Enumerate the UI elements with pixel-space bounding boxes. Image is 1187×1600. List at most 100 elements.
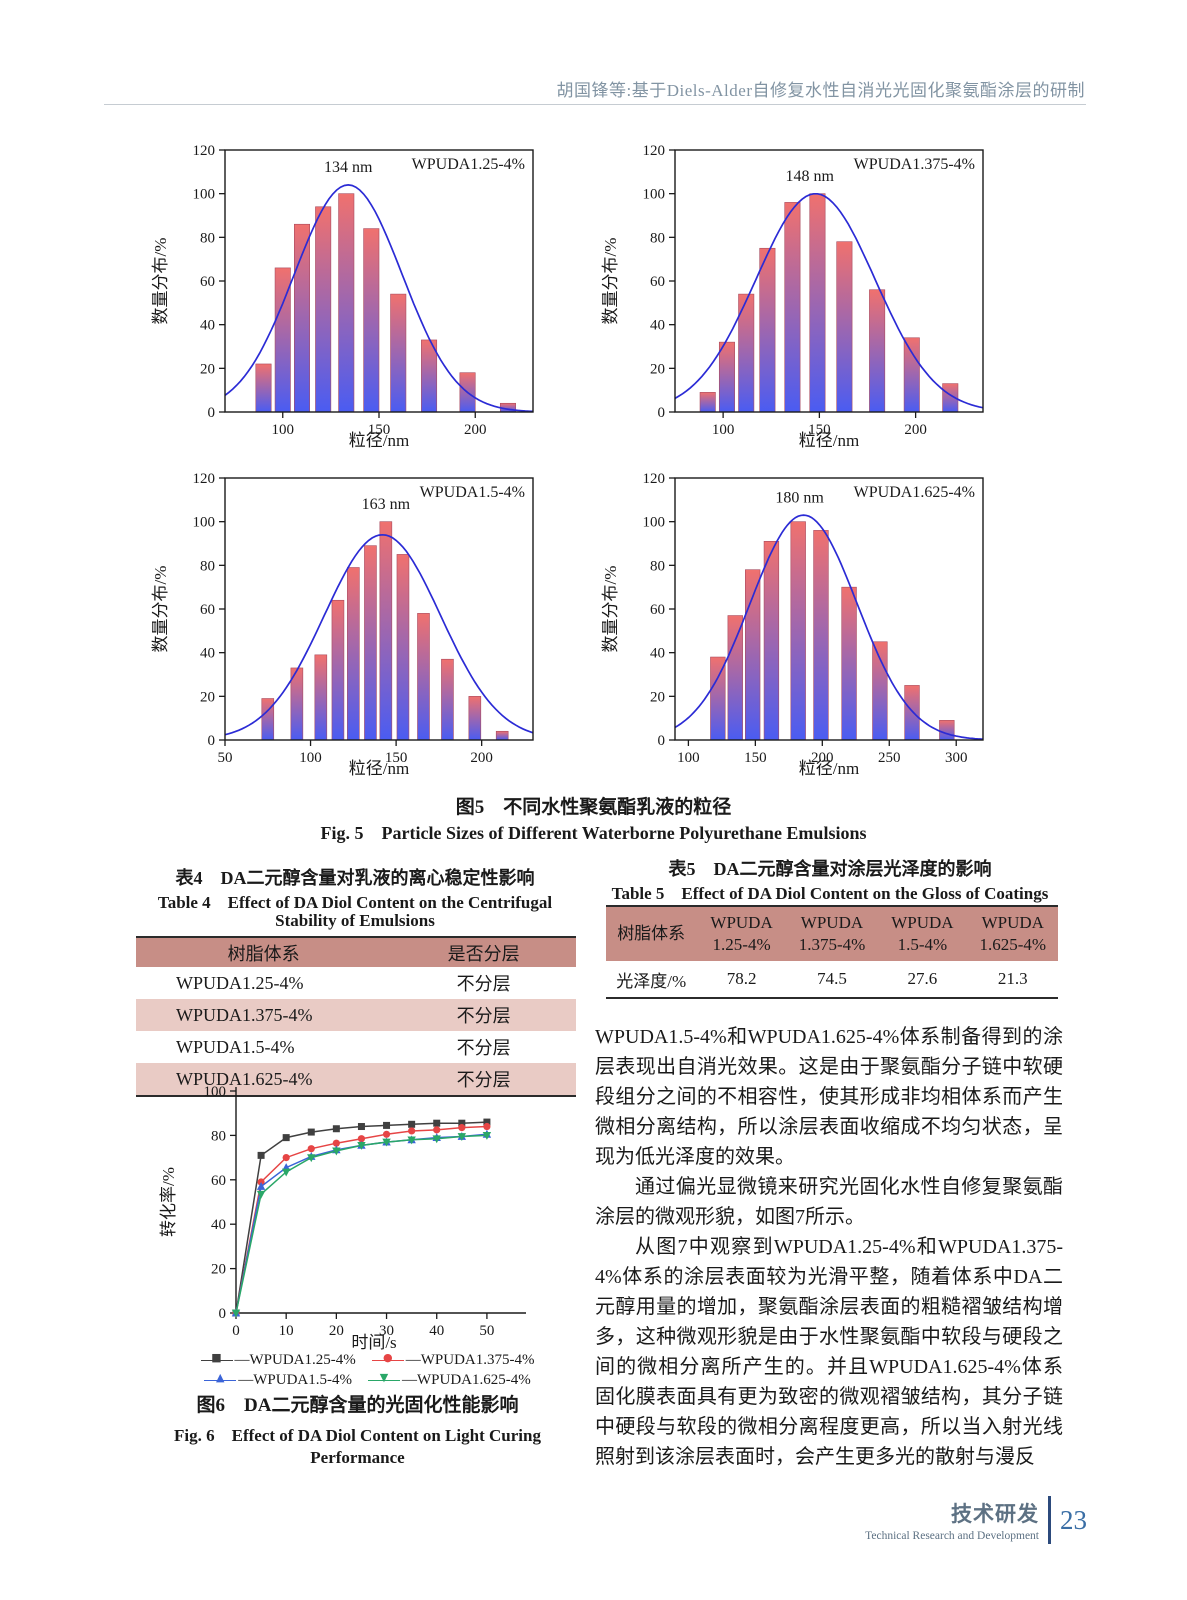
series-annotation: WPUDA1.625-4% [854, 484, 975, 501]
svg-text:50: 50 [218, 750, 233, 766]
svg-text:80: 80 [200, 230, 215, 246]
table5-header-cell: WPUDA 1.5-4% [891, 912, 954, 954]
legend-marker-glyph: ■ [211, 1351, 222, 1364]
svg-text:100: 100 [204, 1084, 227, 1100]
svg-text:120: 120 [193, 471, 216, 487]
table4-header-row: 树脂体系 是否分层 [136, 937, 576, 967]
figure5-chart-grid: 0 20 40 60 80 100 120 100 150 200 WPUDA1.25-4% 134 … [140, 128, 1040, 781]
series-WPUDA1.625-4% [231, 1132, 492, 1318]
table4-cell: 不分层 [456, 1006, 511, 1026]
svg-text:200: 200 [464, 422, 487, 438]
gaussian-curve [675, 192, 983, 409]
svg-text:0: 0 [208, 733, 216, 749]
svg-text:100: 100 [193, 515, 216, 531]
table4-row: WPUDA1.625-4% 不分层 [136, 1063, 576, 1096]
legend-entry: ● —WPUDA1.375-4% [371, 1351, 535, 1369]
bars-group [699, 193, 959, 413]
x-axis-label: 粒径/nm [349, 431, 409, 450]
fig6-legend: ■ —WPUDA1.25-4% ● —WPUDA1.375-4% ▲ —WPUDA1.5-… [140, 1352, 595, 1389]
svg-text:60: 60 [200, 602, 215, 618]
axes-ticks: 0 20 40 60 80 100 120 100 150 200 [193, 143, 487, 438]
legend-marker-glyph: ▲ [216, 1371, 225, 1384]
table5-cell: 74.5 [817, 969, 847, 988]
bars-group [255, 193, 516, 413]
svg-text:40: 40 [211, 1217, 226, 1233]
svg-text:100: 100 [272, 422, 295, 438]
svg-text:80: 80 [211, 1128, 226, 1144]
page-footer: 技术研发 Technical Research and Development … [865, 1496, 1087, 1544]
svg-text:150: 150 [368, 422, 391, 438]
svg-text:100: 100 [712, 422, 735, 438]
svg-text:200: 200 [904, 422, 927, 438]
axes-ticks: 0 20 40 60 80 100 120 100 150 200 250 300 [643, 471, 968, 766]
running-head: 胡国锋等:基于Diels-Alder自修复水性自消光光固化聚氨酯涂层的研制 [556, 81, 1085, 100]
body-paragraph-1: WPUDA1.5-4%和WPUDA1.625-4%体系制备得到的涂层表现出自消光… [595, 1026, 1063, 1168]
table4-title-cn: 表4 DA二元醇含量对乳液的离心稳定性影响 [175, 868, 535, 888]
svg-text:200: 200 [470, 750, 493, 766]
bars-group [710, 521, 955, 741]
y-axis-label: 转化率/% [159, 1167, 178, 1237]
table5-header-cell: WPUDA 1.375-4% [798, 912, 866, 954]
body-paragraph-2: 通过偏光显微镜来研究光固化水性自修复聚氨酯涂层的微观形貌，如图7所示。 [595, 1176, 1063, 1228]
svg-text:0: 0 [219, 1306, 227, 1322]
svg-text:100: 100 [643, 515, 666, 531]
svg-text:0: 0 [658, 405, 666, 421]
table5-cell: 27.6 [907, 969, 938, 988]
x-axis-label: 粒径/nm [349, 759, 409, 778]
svg-text:80: 80 [200, 558, 215, 574]
svg-text:40: 40 [650, 646, 665, 662]
table4-header-cell: 是否分层 [447, 943, 520, 964]
table4-cell: 不分层 [456, 1038, 511, 1058]
table4-cell: WPUDA1.25-4% [176, 972, 304, 993]
axes-ticks: 0 20 40 60 80 100 120 100 150 200 [643, 143, 927, 438]
svg-text:50: 50 [479, 1323, 494, 1339]
gaussian-curve [225, 184, 533, 412]
footer-page-number: 23 [1060, 1504, 1087, 1535]
y-axis-label: 数量分布/% [601, 238, 620, 325]
table5-data-row: 光泽度/% 78.2 74.5 27.6 21.3 [606, 961, 1058, 998]
y-axis-label: 数量分布/% [601, 566, 620, 653]
svg-text:60: 60 [650, 602, 665, 618]
axes-ticks: 0 20 40 60 80 100 120 50 100 150 200 [193, 471, 493, 766]
table4-header-cell: 树脂体系 [227, 943, 300, 964]
fig5-caption-en: Fig. 5 Particle Sizes of Different Water… [320, 823, 867, 843]
svg-text:0: 0 [232, 1323, 240, 1339]
series-WPUDA1.5-4% [231, 1129, 492, 1317]
fig5-chart-wpuda1-5: 0 20 40 60 80 100 120 50 100 150 200 WPUDA1.5-4% 163… [151, 471, 534, 778]
legend-entry: ▼ —WPUDA1.625-4% [368, 1372, 531, 1389]
legend-row: ▲ —WPUDA1.5-4% ▼ —WPUDA1.625-4% [204, 1372, 531, 1389]
svg-text:0: 0 [658, 733, 666, 749]
peak-size-label: 180 nm [775, 489, 824, 506]
body-paragraph-3: 从图7中观察到WPUDA1.25-4%和WPUDA1.375-4%体系的涂层表面… [595, 1236, 1063, 1468]
x-axis-label: 时间/s [351, 1333, 396, 1351]
table5-header-cell: 树脂体系 [617, 923, 686, 943]
table4-cell: 不分层 [456, 1070, 511, 1090]
svg-text:60: 60 [200, 274, 215, 290]
series-annotation: WPUDA1.25-4% [412, 156, 525, 173]
table5-cell: 21.3 [997, 969, 1028, 988]
table4-title-en-2: Stability of Emulsions [275, 911, 435, 930]
legend-marker-glyph: ● [382, 1351, 393, 1364]
table5-header-row: 树脂体系 WPUDA 1.25-4% WPUDA 1.375-4% WPUDA 1.5-4%… [606, 906, 1058, 961]
svg-text:20: 20 [211, 1262, 226, 1278]
gaussian-curve [675, 514, 983, 740]
svg-text:20: 20 [650, 361, 665, 377]
svg-text:20: 20 [329, 1323, 344, 1339]
fig5-chart-wpuda1-25: 0 20 40 60 80 100 120 100 150 200 WPUDA1.25-4% 134 … [151, 143, 534, 450]
svg-text:40: 40 [650, 318, 665, 334]
footer-section-cn: 技术研发 [951, 1503, 1039, 1526]
svg-text:20: 20 [200, 689, 215, 705]
legend-row: ■ —WPUDA1.25-4% ● —WPUDA1.375-4% [200, 1351, 535, 1369]
footer-section: 技术研发 Technical Research and Development [865, 1498, 1039, 1542]
table5-header-cell: WPUDA 1.25-4% [710, 912, 773, 954]
svg-text:250: 250 [878, 750, 901, 766]
svg-text:40: 40 [200, 318, 215, 334]
table5-title-cn: 表5 DA二元醇含量对涂层光泽度的影响 [668, 859, 992, 879]
footer-divider [1048, 1496, 1051, 1544]
body-text-column: WPUDA1.5-4%和WPUDA1.625-4%体系制备得到的涂层表现出自消光… [595, 1022, 1063, 1472]
series-annotation: WPUDA1.5-4% [420, 484, 525, 501]
svg-text:120: 120 [643, 471, 666, 487]
fig6-caption-en-1: Fig. 6 Effect of DA Diol Content on Ligh… [174, 1426, 541, 1445]
table4-cell: WPUDA1.375-4% [176, 1004, 313, 1025]
